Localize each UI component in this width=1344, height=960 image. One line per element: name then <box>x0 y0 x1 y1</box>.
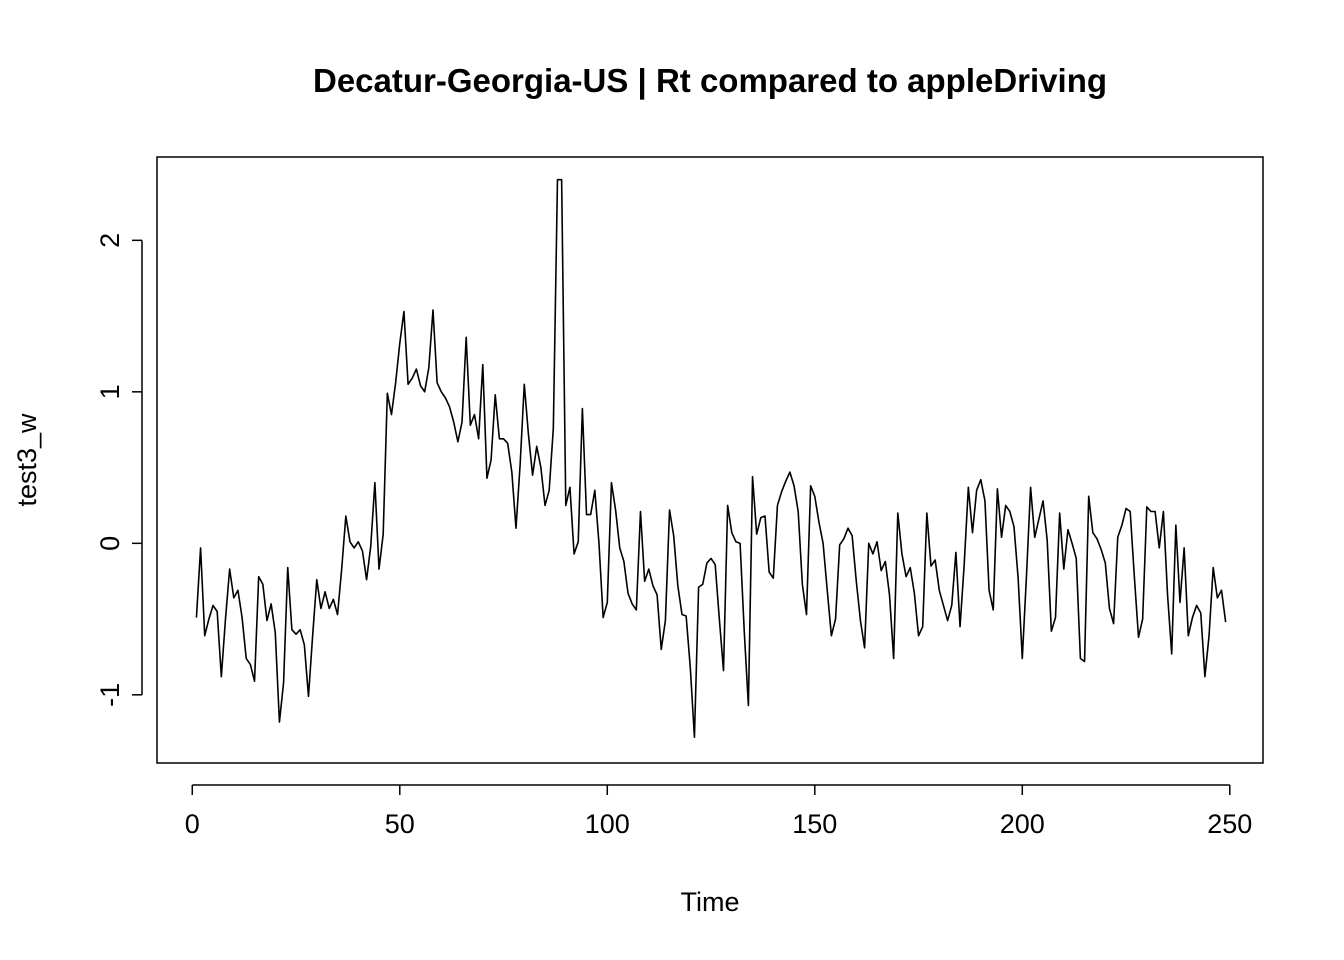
x-tick-label: 250 <box>1207 809 1252 839</box>
y-tick-label: -1 <box>95 683 125 707</box>
x-axis: 0 50 100 150 200 250 <box>185 784 1252 839</box>
x-tick-label: 200 <box>1000 809 1045 839</box>
x-tick-label: 100 <box>585 809 630 839</box>
y-tick-label: 0 <box>95 536 125 551</box>
y-tick-label: 2 <box>95 233 125 248</box>
y-tick-label: 1 <box>95 384 125 399</box>
x-tick-label: 150 <box>792 809 837 839</box>
x-tick-label: 50 <box>385 809 415 839</box>
x-axis-label: Time <box>681 887 740 917</box>
plot-area-frame <box>156 156 1264 764</box>
x-tick-label: 0 <box>185 809 200 839</box>
chart-title: Decatur-Georgia-US | Rt compared to appl… <box>313 62 1107 99</box>
y-axis: -1 0 1 2 <box>95 233 143 707</box>
series-line <box>195 178 1227 739</box>
y-axis-label: test3_w <box>12 413 42 507</box>
